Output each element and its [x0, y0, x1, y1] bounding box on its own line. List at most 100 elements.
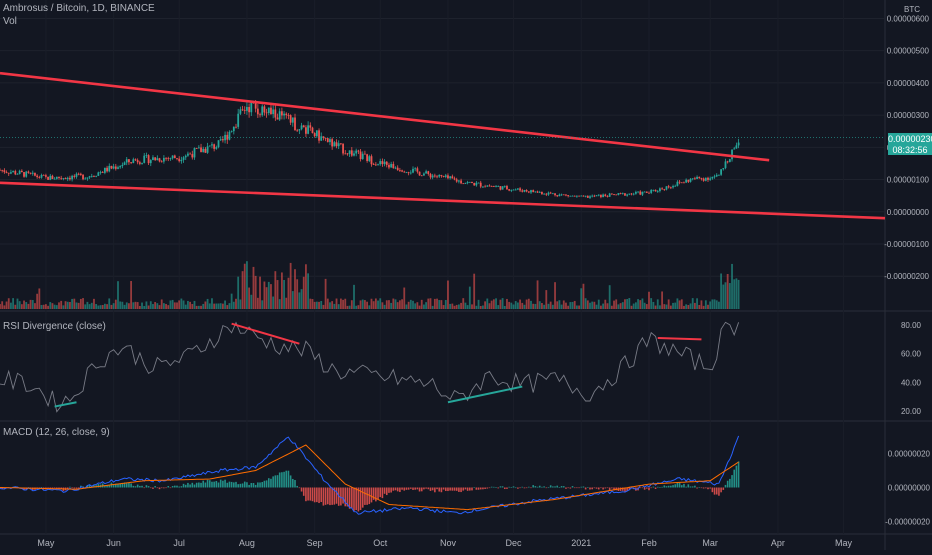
macd-histogram-bar	[224, 479, 226, 488]
macd-histogram-bar	[523, 487, 526, 489]
volume-bar	[661, 291, 664, 309]
candle-body	[617, 193, 620, 195]
candle-body	[385, 161, 388, 165]
trendline-lower	[0, 181, 886, 220]
candle-body	[549, 192, 552, 194]
volume-bar	[149, 301, 152, 309]
macd-histogram-bar	[702, 487, 705, 489]
macd-histogram-bar	[440, 487, 443, 493]
candle-body	[401, 170, 403, 172]
candle-body	[18, 170, 21, 174]
candle-body	[547, 192, 550, 195]
volume-bar	[468, 286, 471, 309]
candle-body	[189, 153, 192, 155]
macd-histogram-bar	[128, 482, 130, 488]
candle-body	[460, 180, 462, 184]
candle-body	[361, 153, 364, 160]
volume-bar	[573, 300, 576, 309]
macd-histogram-bar	[597, 487, 600, 490]
volume-bar	[591, 301, 594, 309]
volume-bar	[346, 305, 349, 309]
volume-bar	[134, 301, 137, 309]
symbol-title: Ambrosus / Bitcoin, 1D, BINANCE	[3, 3, 155, 14]
candle-body	[575, 195, 578, 197]
candle-body	[162, 157, 165, 162]
candle-body	[538, 191, 541, 193]
volume-bar	[394, 299, 397, 309]
candle-body	[639, 191, 642, 195]
volume-bar	[628, 298, 631, 309]
candle-body	[447, 175, 449, 179]
candle-body	[29, 172, 32, 174]
volume-bar	[726, 274, 729, 309]
macd-histogram-bar	[366, 487, 368, 505]
volume-bar	[62, 305, 65, 309]
macd-histogram-bar	[163, 487, 165, 489]
volume-bar	[519, 299, 521, 309]
volume-bar	[14, 304, 17, 309]
candle-body	[55, 176, 58, 179]
macd-histogram-bar	[591, 487, 593, 490]
candle-body	[298, 129, 301, 131]
candle-body	[206, 146, 209, 153]
candle-body	[379, 161, 382, 165]
macd-histogram-bar	[676, 482, 679, 488]
volume-bar	[473, 273, 476, 309]
macd-histogram-bar	[479, 487, 482, 490]
volume-bar	[90, 302, 93, 309]
candle-body	[628, 193, 631, 195]
volume-bar	[685, 304, 688, 309]
volume-bar	[584, 298, 587, 309]
volume-bar	[322, 304, 325, 309]
candle-body	[158, 158, 161, 162]
candle-body	[669, 187, 672, 189]
macd-histogram-bar	[407, 487, 410, 490]
macd-histogram-bar	[410, 487, 412, 489]
macd-histogram-bar	[326, 487, 329, 505]
candle-body	[643, 191, 646, 193]
macd-histogram-bar	[202, 480, 205, 488]
volume-bar	[270, 284, 272, 309]
volume-bar	[447, 280, 449, 309]
volume-bar	[64, 301, 67, 309]
candle-body	[357, 150, 360, 152]
macd-histogram-bar	[528, 486, 530, 488]
macd-histogram-bar	[525, 487, 528, 489]
time-tick-label: Sep	[307, 538, 323, 548]
macd-histogram-bar	[53, 487, 56, 489]
macd-histogram-bar	[250, 482, 253, 488]
candle-body	[420, 175, 423, 177]
macd-histogram-bar	[571, 486, 574, 488]
volume-bar	[298, 292, 301, 309]
candle-body	[285, 113, 288, 116]
candle-body	[66, 177, 69, 180]
candle-body	[700, 178, 703, 179]
candle-body	[121, 164, 124, 167]
macd-histogram-bar	[724, 484, 727, 488]
volume-bar	[582, 283, 585, 309]
volume-bar	[691, 298, 694, 309]
macd-histogram-bar	[569, 487, 572, 489]
candle-body	[156, 158, 159, 161]
candle-body	[237, 113, 240, 127]
volume-bar	[73, 298, 76, 309]
candle-body	[704, 177, 707, 181]
candle-body	[388, 164, 390, 168]
macd-histogram-bar	[464, 487, 467, 490]
macd-histogram-bar	[283, 471, 285, 488]
volume-bar	[171, 299, 174, 309]
candle-body	[584, 195, 587, 197]
time-tick-label: Dec	[506, 538, 523, 548]
candle-body	[58, 176, 60, 178]
volume-bar	[551, 304, 554, 309]
candle-body	[676, 181, 679, 186]
candle-body	[687, 179, 690, 182]
macd-histogram-bar	[423, 487, 425, 490]
price-tick-label: 0.00000300	[887, 111, 930, 120]
volume-bar	[538, 301, 541, 309]
volume-bar	[429, 298, 432, 309]
volume-bar	[575, 305, 578, 309]
macd-histogram-bar	[149, 487, 152, 489]
currency-badge[interactable]: BTC	[902, 5, 922, 14]
